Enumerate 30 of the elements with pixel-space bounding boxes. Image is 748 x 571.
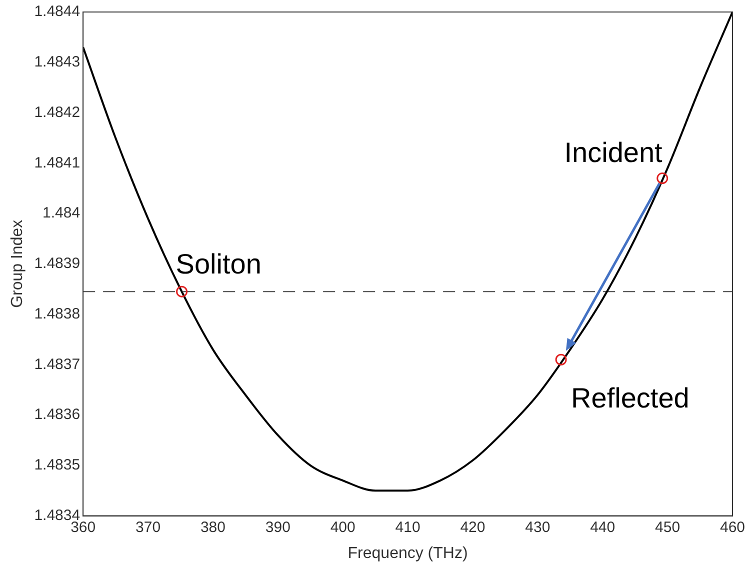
x-tick-label: 390 bbox=[265, 518, 290, 536]
y-tick-label: 1.4835 bbox=[34, 456, 80, 474]
x-tick-label: 370 bbox=[136, 518, 161, 536]
x-tick-label: 450 bbox=[655, 518, 680, 536]
point bbox=[656, 172, 668, 184]
annotation: Soliton bbox=[176, 248, 262, 280]
x-tick-label: 420 bbox=[460, 518, 486, 536]
annotation: Reflected bbox=[571, 382, 690, 414]
y-tick-label: 1.4836 bbox=[34, 406, 80, 424]
x-tick-label: 380 bbox=[200, 518, 226, 536]
y-tick-label: 1.4842 bbox=[34, 104, 80, 121]
x-tick-label: 440 bbox=[590, 518, 616, 536]
x-tick-label: 360 bbox=[70, 518, 96, 536]
x-tick-label: 430 bbox=[525, 518, 550, 536]
line-series bbox=[83, 12, 732, 492]
x-tick-label: 400 bbox=[330, 518, 356, 536]
y-tick-label: 1.484 bbox=[42, 204, 80, 222]
y-tick-label: 1.4839 bbox=[34, 255, 80, 272]
point bbox=[176, 286, 188, 298]
y-tick-label: 1.4844 bbox=[34, 3, 80, 20]
y-tick-label: 1.4843 bbox=[34, 54, 80, 71]
y-tick-label: 1.4838 bbox=[34, 305, 80, 322]
x-axis-title: Frequency (THz) bbox=[348, 544, 468, 562]
y-tick-label: 1.4841 bbox=[34, 154, 80, 172]
x-tick-label: 410 bbox=[395, 518, 420, 536]
point bbox=[555, 354, 567, 366]
y-tick-label: 1.4837 bbox=[34, 356, 80, 373]
y-axis-title: Group Index bbox=[9, 220, 26, 308]
x-tick-label: 460 bbox=[720, 518, 745, 536]
annotation: Incident bbox=[564, 136, 663, 168]
